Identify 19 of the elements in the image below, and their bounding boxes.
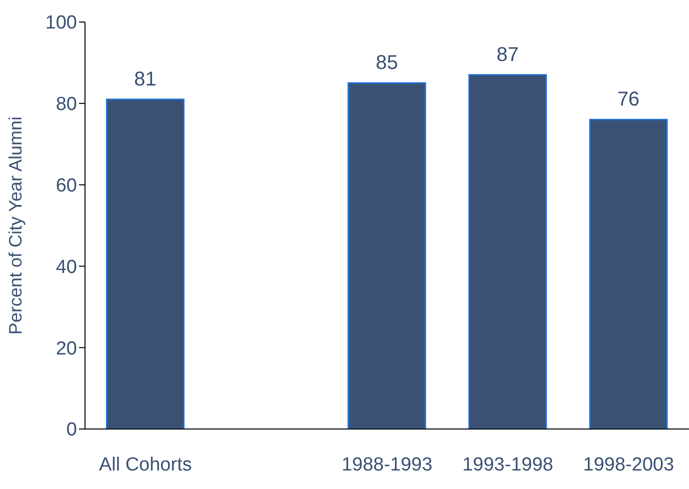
data-label: 85: [376, 52, 398, 74]
data-label: 87: [496, 44, 519, 66]
x-tick-label: 1988-1993: [342, 454, 432, 476]
y-axis-title: Percent of City Year Alumni: [5, 116, 26, 335]
bar: [589, 118, 668, 429]
y-tick-label: 0: [66, 420, 77, 441]
bar: [348, 82, 426, 429]
x-tick-label: 1993-1998: [462, 454, 554, 476]
x-tick-label: 1998-2003: [583, 454, 674, 476]
y-tick-label: 80: [56, 94, 77, 116]
bar: [106, 98, 184, 429]
data-label: 81: [134, 68, 156, 90]
y-tick-label: 20: [56, 338, 77, 360]
data-label: 76: [617, 88, 640, 111]
x-tick-label: All Cohorts: [98, 454, 192, 476]
bar: [468, 74, 547, 429]
y-tick-label: 40: [56, 256, 77, 278]
y-tick-label: 60: [56, 176, 77, 197]
y-tick-label: 100: [45, 12, 77, 34]
